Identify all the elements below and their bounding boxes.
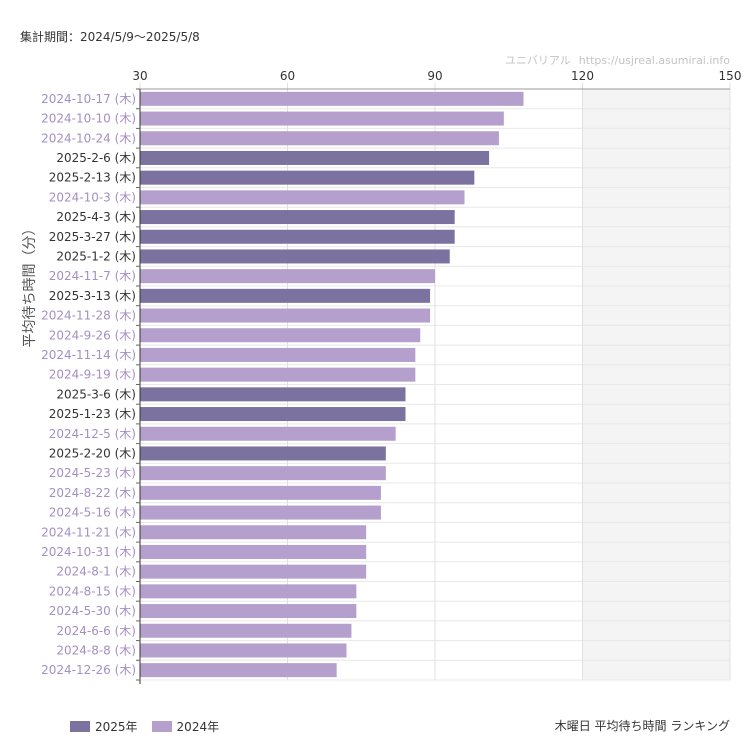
x-tick-label: 120: [571, 69, 594, 83]
category-label: 2024-5-16 (木): [49, 506, 136, 520]
category-label: 2025-2-13 (木): [49, 171, 136, 185]
category-label: 2024-9-26 (木): [49, 328, 136, 342]
category-label: 2024-5-30 (木): [49, 604, 136, 618]
bar: [140, 623, 352, 638]
bar: [140, 269, 435, 284]
category-label: 2024-11-28 (木): [41, 309, 136, 323]
x-tick-label: 150: [719, 69, 742, 83]
x-tick-label: 90: [427, 69, 442, 83]
legend-swatch-2024: [151, 721, 172, 732]
category-label: 2024-10-31 (木): [41, 545, 136, 559]
category-label: 2024-9-19 (木): [49, 368, 136, 382]
bar: [140, 210, 455, 225]
bar: [140, 111, 504, 126]
bar: [140, 288, 431, 303]
watermark-site-name: ユニバリアル: [504, 54, 571, 67]
bar: [140, 367, 416, 382]
category-label: 2024-8-1 (木): [56, 565, 136, 579]
category-label: 2024-8-22 (木): [49, 486, 136, 500]
bar: [140, 564, 367, 579]
period-label: 集計期間：2024/5/9〜2025/5/8: [20, 30, 200, 44]
bar: [140, 91, 524, 106]
bar: [140, 544, 367, 559]
bar: [140, 170, 475, 185]
x-tick-label: 30: [132, 69, 147, 83]
category-label: 2024-10-17 (木): [41, 92, 136, 106]
legend-label-2024: 2024年: [176, 720, 220, 734]
category-label: 2024-10-24 (木): [41, 131, 136, 145]
bar: [140, 643, 347, 658]
category-label: 2025-1-2 (木): [56, 249, 136, 263]
bar: [140, 446, 386, 461]
category-label: 2025-2-20 (木): [49, 446, 136, 460]
bar: [140, 347, 416, 362]
watermark-url: https://usjreal.asumirai.info: [578, 54, 730, 67]
bar: [140, 466, 386, 481]
category-label: 2025-4-3 (木): [56, 210, 136, 224]
x-tick-label: 60: [280, 69, 295, 83]
bar: [140, 663, 337, 678]
legend-label-2025: 2025年: [95, 720, 138, 734]
category-label: 2024-6-6 (木): [56, 624, 136, 638]
category-label: 2024-11-21 (木): [41, 525, 136, 539]
category-label: 2025-1-23 (木): [49, 407, 136, 421]
bar: [140, 525, 367, 540]
bar: [140, 604, 357, 619]
bar: [140, 328, 421, 343]
category-label: 2025-3-27 (木): [49, 230, 136, 244]
y-axis-title: 平均待ち時間（分）: [22, 222, 38, 348]
chart-title: 木曜日 平均待ち時間 ランキング: [554, 719, 730, 733]
category-label: 2024-8-15 (木): [49, 584, 136, 598]
legend-item-2024[interactable]: 2024年: [151, 718, 220, 735]
legend-swatch-2025: [70, 721, 90, 732]
category-label: 2024-10-3 (木): [49, 190, 136, 204]
category-label: 2025-2-6 (木): [56, 151, 136, 165]
category-label: 2024-12-26 (木): [41, 663, 136, 677]
bar: [140, 229, 455, 244]
bar: [140, 308, 431, 323]
bar: [140, 485, 381, 500]
category-label: 2024-12-5 (木): [49, 427, 136, 441]
legend-item-2025[interactable]: 2025年: [70, 718, 138, 735]
bar: [140, 249, 450, 264]
bar: [140, 505, 381, 520]
watermark: ユニバリアル https://usjreal.asumirai.info: [505, 52, 730, 68]
bar: [140, 150, 490, 165]
bar: [140, 426, 396, 441]
bar: [140, 131, 499, 146]
category-label: 2024-10-10 (木): [41, 112, 136, 126]
bar: [140, 407, 406, 422]
category-label: 2025-3-13 (木): [49, 289, 136, 303]
category-label: 2024-11-7 (木): [49, 269, 136, 283]
bar: [140, 584, 357, 599]
category-label: 2025-3-6 (木): [56, 387, 136, 401]
category-label: 2024-5-23 (木): [49, 466, 136, 480]
bar: [140, 387, 406, 402]
legend: 2025年 2024年: [70, 718, 233, 735]
category-label: 2024-8-8 (木): [56, 643, 136, 657]
bar: [140, 190, 465, 205]
category-label: 2024-11-14 (木): [41, 348, 136, 362]
